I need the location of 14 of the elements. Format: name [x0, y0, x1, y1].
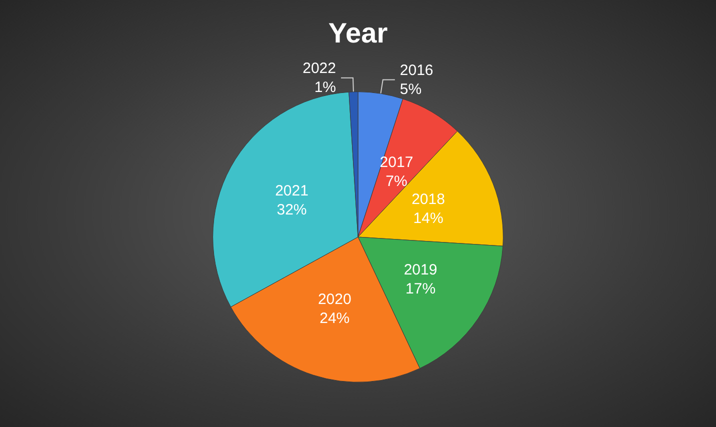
data-label: 32% — [276, 202, 307, 219]
slice-label: 2019 — [404, 261, 438, 278]
slice-label: 2021 — [275, 182, 308, 200]
data-label: 5% — [400, 80, 422, 98]
slice-label: 2016 — [400, 62, 434, 79]
data-label: 7% — [386, 172, 408, 190]
slice-label: 2018 — [412, 191, 445, 208]
data-label: 24% — [320, 310, 350, 327]
data-label: 17% — [406, 280, 436, 298]
data-label: 1% — [314, 78, 336, 96]
data-label: 14% — [413, 210, 444, 228]
slice-label: 2020 — [318, 290, 352, 308]
chart-title: Year — [328, 18, 388, 48]
slice-label: 2022 — [302, 60, 336, 77]
